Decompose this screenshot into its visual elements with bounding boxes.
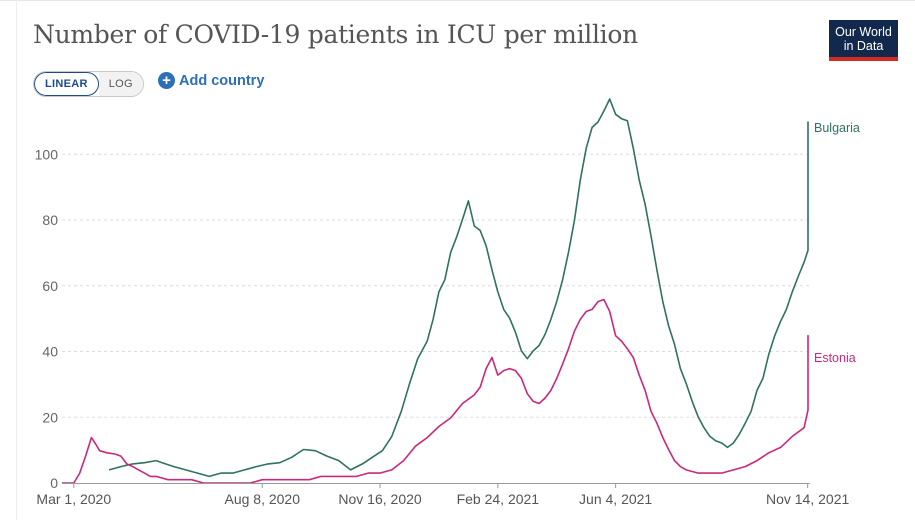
x-tick-label: Feb 24, 2021	[457, 491, 540, 507]
series-line-bulgaria[interactable]	[108, 98, 809, 478]
plus-icon: +	[158, 72, 175, 89]
x-tick-label: Aug 8, 2020	[224, 491, 300, 507]
series-line-estonia[interactable]	[62, 298, 809, 484]
logo-line-1: Our World	[835, 25, 892, 39]
frame-top-border	[0, 0, 915, 1]
add-country-label: Add country	[179, 72, 265, 89]
x-tick-label: Mar 1, 2020	[36, 491, 111, 507]
y-tick-label: 100	[35, 146, 59, 162]
owid-logo[interactable]: Our World in Data	[829, 20, 898, 61]
y-tick-label: 20	[42, 409, 58, 425]
x-tick-label: Jun 4, 2021	[579, 491, 652, 507]
y-tick-label: 40	[42, 344, 58, 360]
linear-scale-button[interactable]: LINEAR	[34, 72, 99, 96]
add-country-button[interactable]: + Add country	[158, 72, 264, 89]
logo-line-2: in Data	[843, 39, 884, 53]
y-tick-label: 60	[42, 278, 58, 294]
series-label-bulgaria[interactable]: Bulgaria	[814, 121, 860, 135]
scale-toggle: LINEAR LOG	[33, 71, 144, 97]
x-tick-label: Nov 16, 2020	[338, 491, 421, 507]
series-label-estonia[interactable]: Estonia	[814, 351, 856, 365]
x-tick-label: Nov 14, 2021	[766, 491, 849, 507]
y-tick-label: 80	[42, 212, 58, 228]
chart-title: Number of COVID-19 patients in ICU per m…	[33, 20, 638, 49]
y-tick-label: 0	[50, 475, 58, 491]
frame-left-border	[16, 0, 17, 520]
log-scale-button[interactable]: LOG	[98, 72, 143, 96]
